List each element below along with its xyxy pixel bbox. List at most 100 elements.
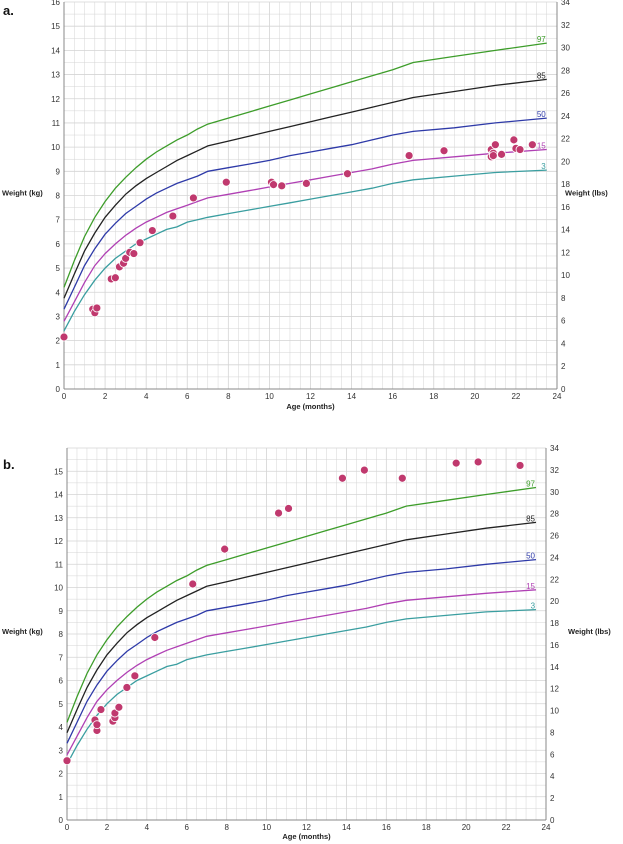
y-tick-label: 11	[52, 119, 61, 128]
percentile-label-50: 50	[537, 110, 546, 119]
percentile-label-50: 50	[526, 552, 535, 561]
y2-tick-label: 22	[550, 575, 559, 584]
y2-tick-label: 0	[550, 816, 555, 825]
x-axis-label: Age (months)	[286, 402, 335, 411]
y-tick-label: 6	[59, 677, 64, 686]
x-tick-label: 20	[462, 823, 471, 832]
y-tick-label: 16	[51, 0, 60, 7]
y-tick-label: 3	[56, 312, 61, 321]
y2-tick-label: 2	[561, 362, 566, 371]
percentile-curve-85	[66, 521, 537, 734]
data-points	[59, 135, 537, 342]
y-tick-label: 8	[59, 630, 64, 639]
chart-b-weight-for-age: 0 2 4 6 8 10 12 14 16 18 20 22 240123456789101112131…	[2, 444, 611, 841]
percentile-curve-85	[63, 78, 547, 299]
y2-tick-label: 12	[550, 685, 559, 694]
y-tick-label: 6	[56, 240, 61, 249]
y2-tick-label: 8	[550, 728, 555, 737]
y-tick-label: 11	[55, 560, 64, 569]
y2-tick-label: 10	[561, 271, 570, 280]
y-tick-label: 2	[59, 770, 64, 779]
y2-tick-label: 18	[550, 619, 559, 628]
percentile-label-15: 15	[537, 142, 546, 151]
data-point	[527, 140, 537, 150]
data-point	[189, 193, 198, 203]
data-point	[129, 249, 139, 258]
y-tick-label: 0	[56, 385, 61, 394]
y-tick-label: 14	[51, 46, 60, 55]
data-point	[92, 720, 102, 730]
data-point	[439, 146, 449, 156]
data-point	[130, 671, 140, 681]
percentile-curve-97	[66, 486, 537, 723]
x-tick-label: 12	[302, 823, 311, 832]
y2-tick-label: 34	[550, 444, 559, 453]
y2-tick-label: 30	[561, 44, 570, 53]
data-point	[404, 151, 414, 160]
data-point	[301, 179, 311, 188]
y2-tick-label: 28	[550, 510, 559, 519]
x-tick-label: 2	[105, 823, 110, 832]
panel-label: a.	[3, 3, 14, 18]
data-point	[490, 140, 500, 150]
x-tick-label: 14	[342, 823, 351, 832]
x-tick-label: 10	[262, 823, 271, 832]
x-tick-label: 18	[429, 392, 438, 401]
x-tick-label: 22	[502, 823, 511, 832]
x-tick-label: 12	[306, 392, 315, 401]
percentile-curve-50	[66, 558, 537, 744]
y2-tick-label: 14	[561, 226, 570, 235]
data-point	[274, 508, 283, 518]
panel-label: b.	[3, 457, 15, 472]
y-tick-label: 13	[54, 514, 63, 523]
percentile-label-85: 85	[526, 514, 535, 523]
y2-tick-label: 24	[550, 553, 559, 562]
y-tick-label: 12	[54, 537, 63, 546]
x-tick-label: 16	[382, 823, 391, 832]
y-tick-label: 14	[54, 491, 63, 500]
y-tick-label: 12	[51, 95, 60, 104]
data-point	[473, 457, 483, 467]
x-tick-label: 8	[226, 392, 231, 401]
data-points	[62, 457, 525, 766]
data-point	[397, 473, 407, 483]
percentile-curve-3	[63, 169, 547, 332]
y2-tick-label: 34	[561, 0, 570, 7]
y-tick-label: 15	[54, 467, 63, 476]
data-point	[122, 683, 132, 692]
data-point	[150, 633, 160, 642]
y-tick-label: 5	[59, 700, 64, 709]
y2-axis-label: Weight (lbs)	[568, 627, 611, 636]
data-point	[515, 461, 525, 470]
y-tick-label: 13	[51, 71, 60, 80]
data-point	[509, 135, 519, 145]
percentile-label-97: 97	[526, 480, 535, 489]
data-point	[359, 465, 369, 475]
y2-tick-label: 30	[550, 488, 559, 497]
data-point	[338, 473, 347, 483]
percentile-label-3: 3	[541, 162, 546, 171]
grid	[63, 1, 558, 390]
y2-tick-label: 24	[561, 112, 570, 121]
percentile-curve-15	[66, 589, 537, 756]
y2-tick-label: 20	[550, 597, 559, 606]
y-tick-label: 3	[59, 746, 64, 755]
y2-tick-label: 32	[550, 466, 559, 475]
y-tick-label: 15	[51, 22, 60, 31]
x-tick-label: 10	[265, 392, 274, 401]
y2-tick-label: 18	[561, 180, 570, 189]
x-tick-label: 18	[422, 823, 431, 832]
y-tick-label: 9	[56, 167, 61, 176]
x-tick-label: 0	[65, 823, 70, 832]
x-tick-label: 24	[553, 392, 562, 401]
y-tick-label: 7	[56, 216, 61, 225]
data-point	[220, 544, 230, 554]
x-tick-label: 4	[145, 823, 150, 832]
y2-tick-label: 22	[561, 135, 570, 144]
y2-tick-label: 0	[561, 385, 566, 394]
percentile-label-15: 15	[526, 582, 535, 591]
y2-tick-label: 26	[550, 532, 559, 541]
data-point	[92, 303, 102, 313]
y-tick-label: 4	[59, 723, 64, 732]
percentile-label-3: 3	[531, 602, 536, 611]
